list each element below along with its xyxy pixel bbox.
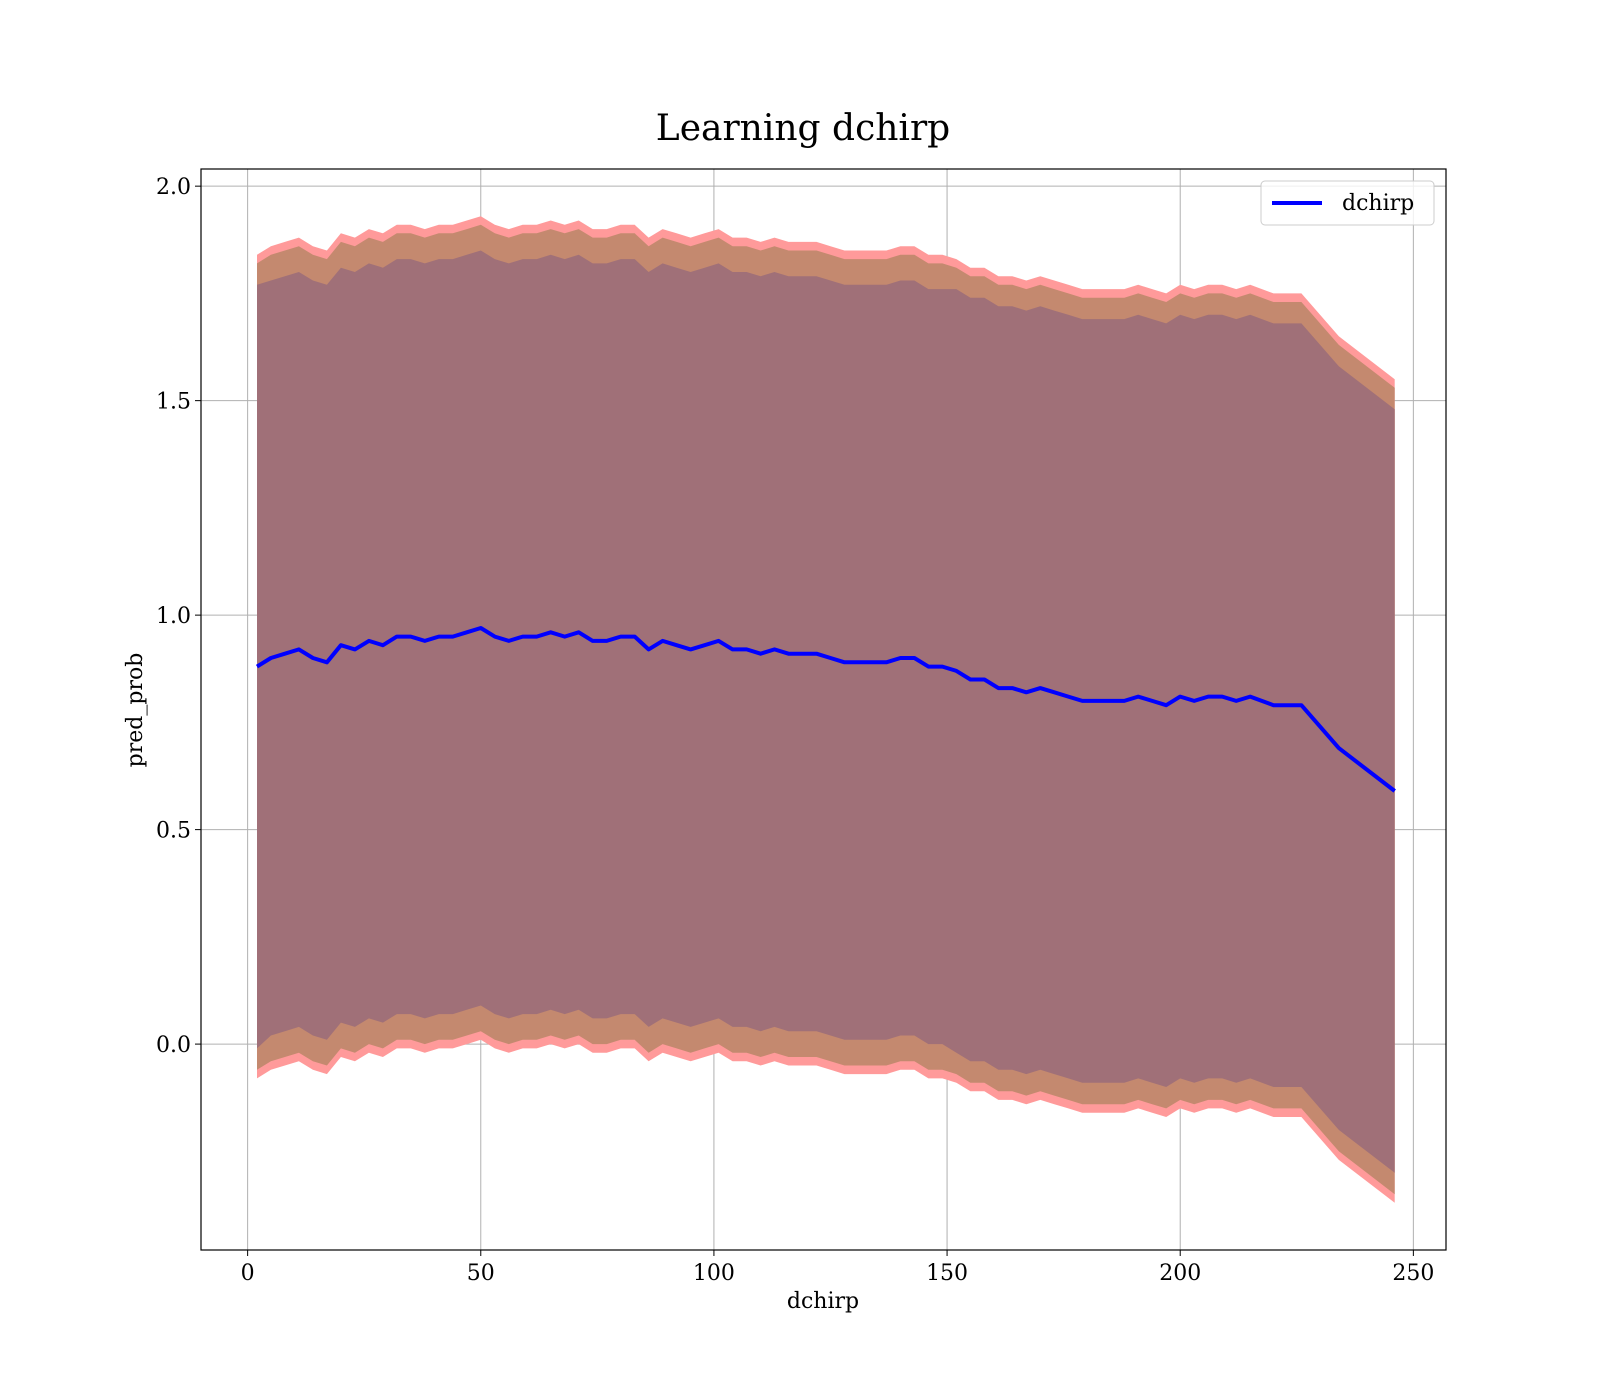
x-tick-label: 0 (241, 1261, 255, 1286)
series-line-dchirp (255, 626, 1396, 793)
chart-title: Learning dchirp (656, 108, 950, 149)
band-inner (257, 250, 1395, 1173)
y-tick-label: 2.0 (156, 175, 191, 200)
y-tick-label: 1.0 (156, 604, 191, 629)
series-layer (255, 626, 1396, 793)
y-axis-ticks: 0.0 0.5 1.0 1.5 2.0 (156, 175, 201, 1058)
legend-label-dchirp: dchirp (1342, 191, 1414, 216)
plot-frame (200, 168, 1447, 1251)
legend-box (1260, 180, 1435, 226)
x-axis-ticks: 0 50 100 150 200 250 (241, 1250, 1434, 1286)
x-axis-label: dchirp (787, 1289, 859, 1314)
y-tick-label: 0.5 (156, 819, 191, 844)
x-tick-label: 250 (1392, 1261, 1434, 1286)
x-tick-label: 50 (467, 1261, 495, 1286)
x-tick-label: 150 (926, 1261, 968, 1286)
confidence-bands (257, 216, 1395, 1203)
legend: dchirp (1260, 180, 1435, 226)
y-tick-label: 1.5 (156, 390, 191, 415)
y-tick-label: 0.0 (156, 1033, 191, 1058)
y-axis-label: pred_prob (123, 653, 148, 768)
x-tick-label: 100 (693, 1261, 735, 1286)
x-tick-label: 200 (1159, 1261, 1201, 1286)
